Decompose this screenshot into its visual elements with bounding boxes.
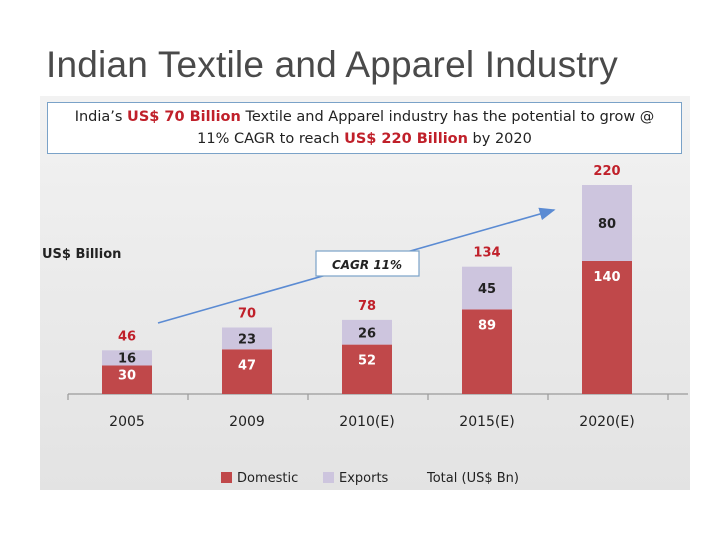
data-label-domestic: 89 — [478, 318, 496, 333]
headline-highlight: US$ 220 Billion — [344, 131, 468, 147]
bar-domestic — [102, 365, 152, 394]
legend-label-domestic: Domestic — [237, 471, 298, 486]
data-label-exports: 80 — [598, 217, 616, 232]
data-label-domestic: 30 — [118, 369, 136, 384]
legend-label-total: Total (US$ Bn) — [426, 471, 519, 486]
headline-box: India’s US$ 70 Billion Textile and Appar… — [47, 102, 682, 154]
legend-swatch-exports — [323, 472, 334, 483]
x-tick-label: 2015(E) — [459, 414, 514, 430]
data-label-exports: 16 — [118, 351, 136, 366]
bar-exports — [222, 327, 272, 350]
headline-text: Textile and Apparel industry has the pot… — [240, 109, 655, 125]
legend-swatch-domestic — [221, 472, 232, 483]
x-tick-label: 2020(E) — [579, 414, 634, 430]
legend-label-exports: Exports — [339, 471, 389, 486]
data-label-exports: 45 — [478, 282, 496, 297]
slide-title: Indian Textile and Apparel Industry — [46, 44, 618, 85]
headline-text: 11% CAGR to reach — [197, 131, 345, 147]
data-label-total: 134 — [473, 246, 500, 261]
bar-exports — [462, 266, 512, 310]
cagr-callout-text: CAGR 11% — [332, 258, 402, 272]
data-label-total: 70 — [238, 307, 256, 322]
x-tick-label: 2010(E) — [339, 414, 394, 430]
x-tick-label: 2005 — [109, 414, 145, 430]
data-label-domestic: 47 — [238, 358, 256, 373]
y-axis-label: US$ Billion — [42, 247, 121, 262]
headline-line-2: 11% CAGR to reach US$ 220 Billion by 202… — [48, 128, 681, 150]
data-label-exports: 26 — [358, 326, 376, 341]
bar-domestic — [342, 344, 392, 394]
data-label-domestic: 52 — [358, 354, 376, 369]
x-tick-label: 2009 — [229, 414, 265, 430]
cagr-callout-box — [315, 250, 420, 277]
legend: Domestic Exports Total (US$ Bn) — [221, 471, 519, 486]
bar-exports — [582, 185, 632, 261]
bar-domestic — [462, 309, 512, 394]
bar-exports — [342, 319, 392, 345]
headline-line-1: India’s US$ 70 Billion Textile and Appar… — [48, 106, 681, 128]
data-label-total: 46 — [118, 329, 136, 344]
bar-exports — [102, 350, 152, 366]
data-label-total: 220 — [593, 164, 620, 179]
chart-panel — [40, 96, 690, 490]
bar-domestic — [222, 349, 272, 394]
data-label-total: 78 — [358, 299, 376, 314]
bar-domestic — [582, 261, 632, 394]
headline-highlight: US$ 70 Billion — [127, 109, 241, 125]
headline-text: by 2020 — [467, 131, 532, 147]
data-label-domestic: 140 — [593, 270, 620, 285]
data-label-exports: 23 — [238, 332, 256, 347]
headline-text: India’s — [74, 109, 128, 125]
